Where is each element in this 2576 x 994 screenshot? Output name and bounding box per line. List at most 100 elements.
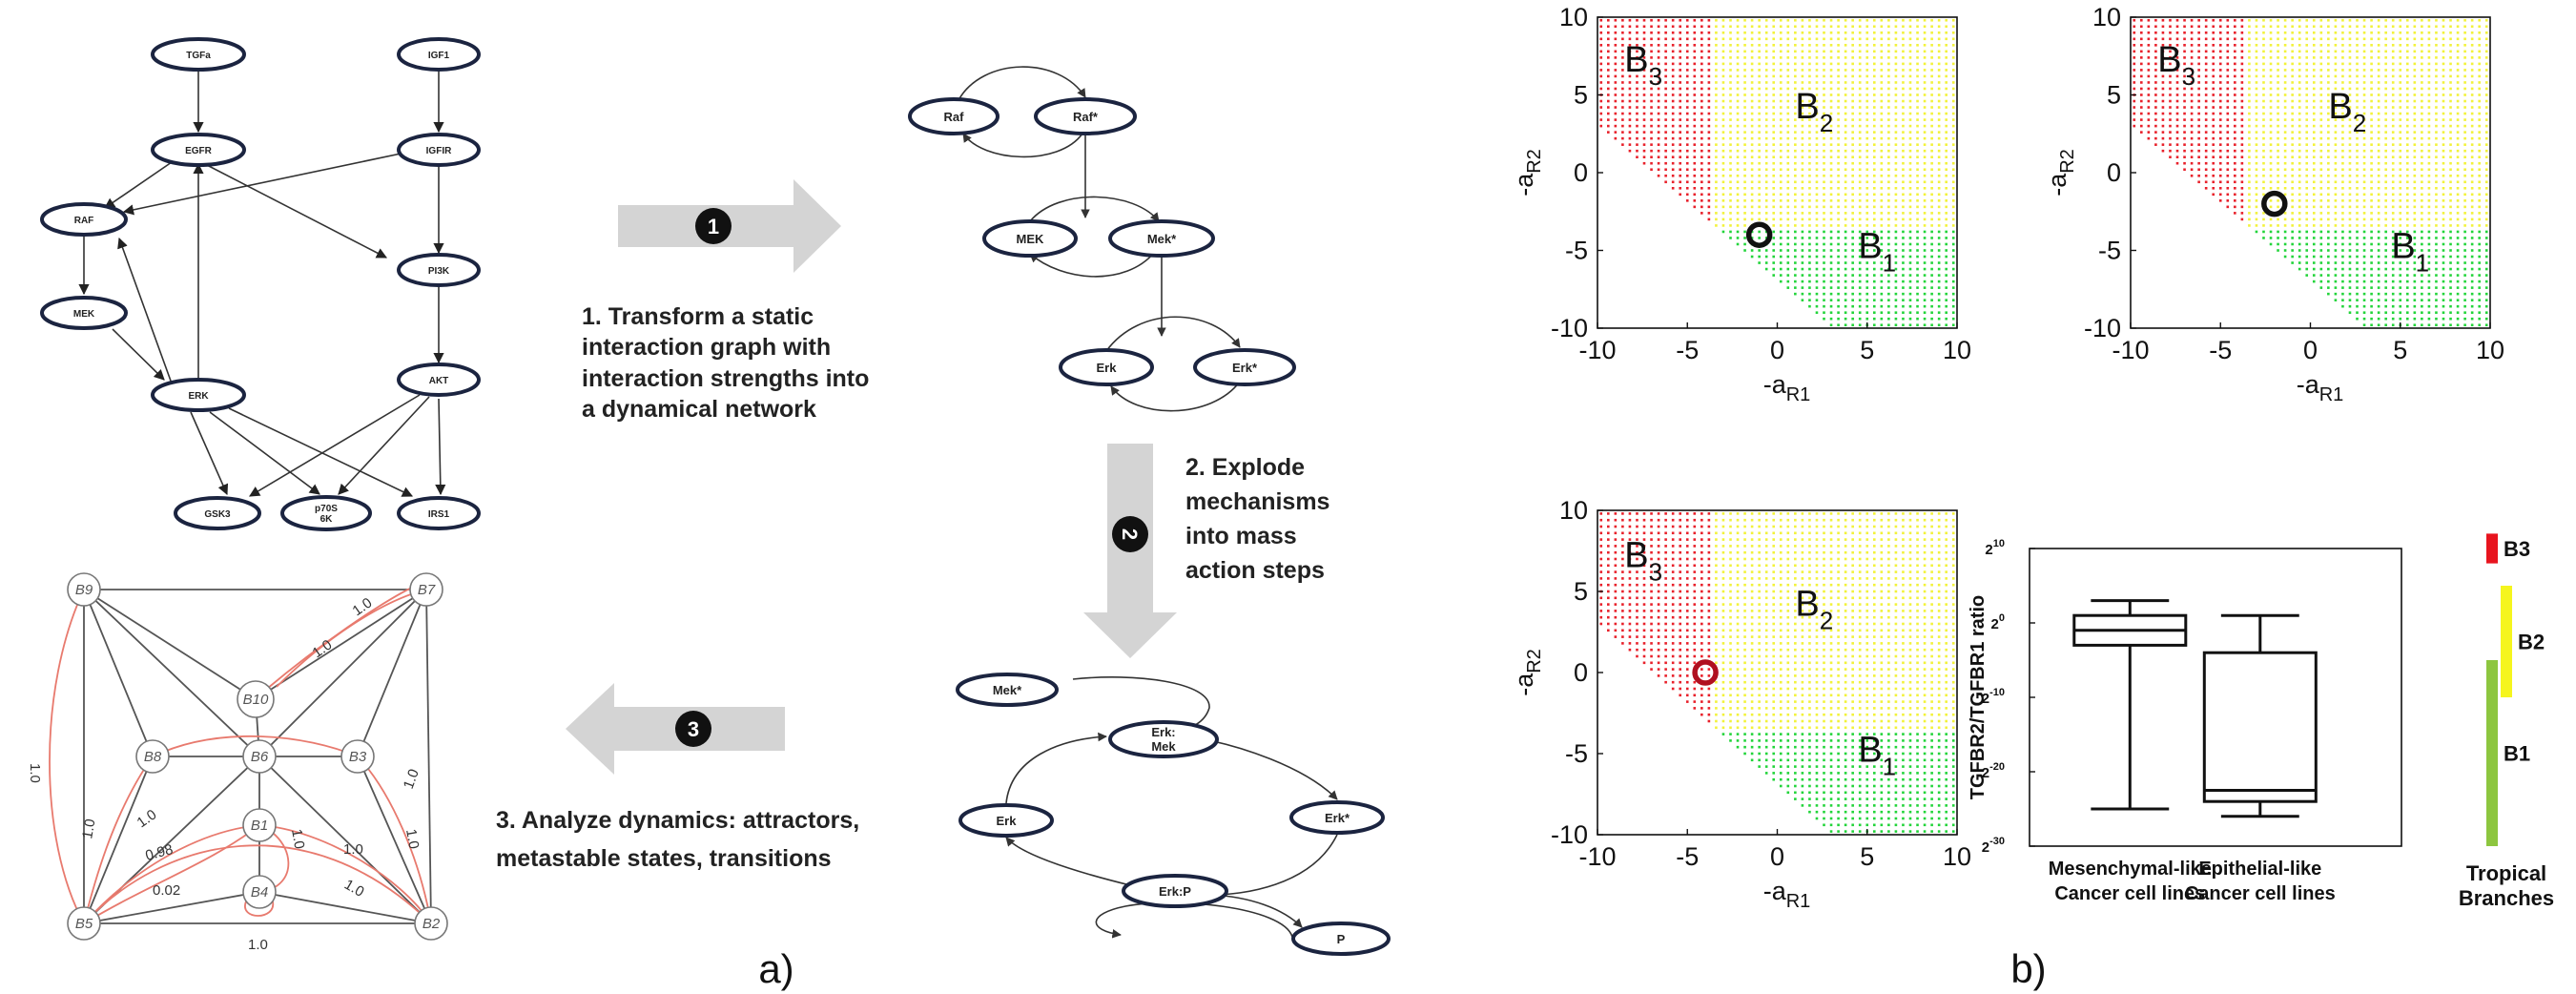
x-axis-label: -aR1 bbox=[1763, 877, 1811, 912]
node-label: B2 bbox=[422, 916, 441, 932]
node-label: B3 bbox=[349, 749, 367, 765]
y-axis-label-sub: R2 bbox=[1524, 149, 1545, 174]
x-axis-label-sub: R1 bbox=[2319, 384, 2344, 405]
node-erk-active bbox=[1193, 348, 1296, 386]
node-b8 bbox=[135, 739, 170, 774]
x-tick-label: -10 bbox=[1578, 842, 1616, 871]
step1-line: a dynamical network bbox=[582, 396, 816, 423]
tropical-bar-b2 bbox=[2501, 586, 2512, 697]
step2-line: action steps bbox=[1185, 557, 1325, 584]
node-tgfa bbox=[151, 37, 246, 72]
y-axis-label-sub: R2 bbox=[1524, 649, 1545, 673]
node-b4 bbox=[242, 875, 277, 909]
step1-arrow: 1 bbox=[618, 179, 841, 273]
tropical-bar-label: B3 bbox=[2504, 537, 2530, 561]
region-label-b2: B2 bbox=[1795, 87, 1833, 137]
region-label-b1: B1 bbox=[1858, 731, 1896, 781]
y-axis-label: -aR2 bbox=[1510, 649, 1545, 696]
tropical-branch-network: B9 B7 B10 B8 B6 B3 B1 B4 B5 B2 1.0 1.0 1… bbox=[27, 572, 448, 953]
node-label: Mek* bbox=[993, 683, 1022, 697]
node-b6 bbox=[242, 739, 277, 774]
state-marker bbox=[2261, 190, 2288, 217]
node-label: Mek bbox=[1151, 739, 1176, 754]
step2-line: mechanisms bbox=[1185, 488, 1329, 515]
node-label: B6 bbox=[251, 749, 269, 765]
x-tick-label: 10 bbox=[1943, 842, 1971, 871]
x-tick-label: -5 bbox=[2209, 336, 2232, 364]
category-label: Cancer cell lines bbox=[2054, 883, 2205, 904]
step3-arrow: 3 bbox=[566, 683, 785, 775]
node-label: GSK3 bbox=[204, 509, 231, 520]
y-tick-label: 0 bbox=[2107, 158, 2121, 187]
dynamical-network-edges bbox=[958, 66, 1241, 412]
edge-label: 1.0 bbox=[288, 828, 307, 850]
y-axis-label-sub: R2 bbox=[2057, 149, 2078, 174]
y-tick-label: 10 bbox=[1559, 496, 1588, 525]
mass-action-labels: Mek* Erk: Mek Erk Erk* Erk:P P bbox=[993, 683, 1350, 946]
edge-label: 1.0 bbox=[402, 828, 422, 850]
node-raf bbox=[40, 202, 128, 237]
y-tick-label: 2-30 bbox=[1982, 836, 2005, 856]
y-axis-label: -aR2 bbox=[1510, 149, 1545, 197]
node-label: 6K bbox=[320, 514, 334, 525]
node-p70s6k bbox=[280, 495, 372, 531]
node-label: EGFR bbox=[185, 146, 213, 156]
node-label: PI3K bbox=[428, 266, 450, 277]
y-tick-exponent: -20 bbox=[1989, 761, 2005, 773]
tropical-title: Branches bbox=[2459, 886, 2554, 910]
y-tick-exponent: 10 bbox=[1993, 538, 2005, 549]
y-tick-label: -10 bbox=[1551, 820, 1588, 849]
box-mesenchymal bbox=[2072, 599, 2188, 811]
region-label-b2: B2 bbox=[1795, 585, 1833, 635]
category-label: Cancer cell lines bbox=[2185, 883, 2336, 904]
box-epithelial bbox=[2202, 613, 2318, 818]
step1-line: interaction graph with bbox=[582, 334, 831, 361]
region-label-sub: 2 bbox=[1820, 109, 1833, 137]
node-label: AKT bbox=[429, 376, 449, 386]
node-label: ERK bbox=[188, 391, 209, 402]
tropical-bar-label: B1 bbox=[2504, 742, 2530, 766]
region-label-sub: 1 bbox=[1883, 753, 1896, 781]
region-label-b1: B1 bbox=[2391, 227, 2429, 278]
node-label: IGF1 bbox=[428, 51, 450, 61]
y-tick-label: 5 bbox=[1574, 81, 1588, 110]
node-mek-active bbox=[1108, 219, 1215, 258]
step3-line: metastable states, transitions bbox=[496, 845, 832, 872]
x-tick-label: 5 bbox=[1860, 842, 1874, 871]
y-axis-label: -aR2 bbox=[2043, 149, 2078, 197]
static-graph-edges bbox=[78, 72, 446, 497]
y-tick-label: 5 bbox=[2107, 81, 2121, 110]
tropical-bar-b1 bbox=[2486, 660, 2498, 846]
step2-number: 2 bbox=[1118, 528, 1142, 540]
step1-line: interaction strengths into bbox=[582, 365, 869, 392]
dynamical-network-nodes bbox=[908, 97, 1296, 386]
branch-network-labels: B9 B7 B10 B8 B6 B3 B1 B4 B5 B2 bbox=[75, 582, 441, 932]
node-b9 bbox=[67, 572, 101, 607]
y-tick-label: -5 bbox=[1565, 739, 1588, 768]
branch-network-red-edges bbox=[49, 583, 432, 924]
edge-label: 1.0 bbox=[79, 818, 98, 839]
y-tick-label: -10 bbox=[1551, 314, 1588, 342]
node-label: IGFIR bbox=[426, 146, 452, 156]
x-axis-label: -aR1 bbox=[1763, 370, 1811, 405]
y-tick-label: 0 bbox=[1574, 658, 1588, 687]
node-label: Mek* bbox=[1147, 232, 1177, 246]
step2-line: into mass bbox=[1185, 523, 1297, 549]
region-label-sub: 3 bbox=[1649, 62, 1662, 91]
y-tick-label: 210 bbox=[1985, 538, 2005, 558]
node-erk bbox=[1059, 348, 1154, 386]
node-erk-active bbox=[1289, 800, 1385, 835]
x-tick-label: 5 bbox=[2393, 336, 2407, 364]
node-label: Erk:P bbox=[1159, 884, 1191, 899]
node-label: MEK bbox=[73, 309, 95, 320]
node-label: Erk: bbox=[1151, 725, 1175, 739]
edge-label: 1.0 bbox=[401, 767, 422, 791]
step2-badge bbox=[1112, 516, 1148, 552]
step1-line: 1. Transform a static bbox=[582, 303, 814, 330]
step3-text: 3. Analyze dynamics: attractors, metasta… bbox=[496, 807, 859, 872]
node-label: MEK bbox=[1017, 232, 1045, 246]
edge-label: 1.0 bbox=[343, 841, 363, 858]
node-label: P bbox=[1337, 932, 1346, 946]
node-label: Erk bbox=[997, 814, 1018, 828]
